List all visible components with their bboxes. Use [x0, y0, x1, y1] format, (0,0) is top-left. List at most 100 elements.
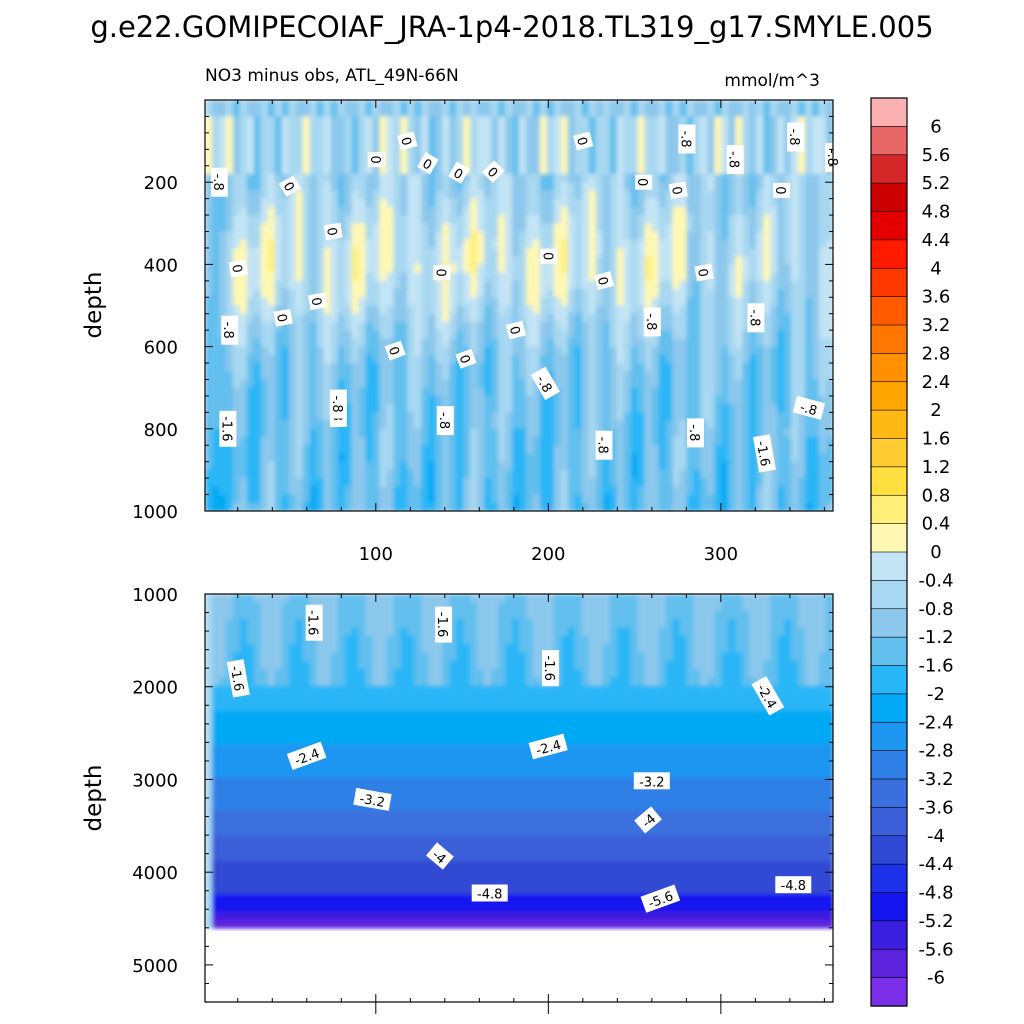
- upper-field-cell: [316, 346, 325, 356]
- upper-field-cell: [630, 387, 639, 397]
- upper-field-cell: [651, 165, 660, 175]
- upper-field-cell: [344, 420, 353, 430]
- upper-field-cell: [526, 206, 534, 216]
- upper-field-cell: [791, 445, 799, 455]
- lower-field-cell: [756, 610, 764, 620]
- upper-field-cell: [379, 100, 388, 109]
- upper-field-cell: [484, 363, 492, 372]
- upper-field-cell: [798, 297, 806, 307]
- upper-field-cell: [463, 379, 471, 389]
- upper-field-cell: [777, 428, 785, 438]
- upper-field-cell: [302, 215, 311, 224]
- lower-field-cell: [463, 594, 471, 603]
- upper-field-cell: [386, 231, 395, 241]
- upper-field-cell: [421, 223, 429, 233]
- upper-field-cell: [498, 379, 506, 389]
- upper-field-cell: [609, 149, 618, 159]
- upper-field-cell: [742, 412, 750, 422]
- upper-field-cell: [805, 354, 813, 364]
- upper-field-cell: [686, 502, 695, 511]
- upper-field-cell: [344, 124, 353, 134]
- upper-field-cell: [316, 256, 325, 266]
- upper-field-cell: [546, 395, 555, 405]
- upper-field-cell: [330, 428, 339, 438]
- upper-field-cell: [742, 124, 750, 134]
- upper-field-cell: [232, 305, 241, 315]
- upper-field-cell: [658, 305, 667, 315]
- upper-field-cell: [686, 280, 695, 290]
- upper-field-cell: [567, 248, 576, 257]
- upper-field-cell: [812, 428, 820, 438]
- upper-field-cell: [595, 149, 604, 159]
- upper-field-cell: [539, 182, 548, 192]
- upper-field-cell: [777, 149, 785, 159]
- upper-field-cell: [435, 494, 443, 504]
- upper-field-cell: [365, 190, 374, 200]
- upper-plot-frame: [204, 99, 834, 512]
- upper-field-cell: [637, 289, 646, 298]
- upper-field-cell: [728, 280, 736, 290]
- upper-field-cell: [463, 248, 471, 257]
- upper-field-cell: [407, 461, 416, 471]
- upper-field-cell: [512, 141, 520, 150]
- upper-field-cell: [512, 453, 520, 463]
- upper-field-cell: [546, 321, 555, 331]
- upper-field-cell: [700, 371, 709, 381]
- upper-field-cell: [393, 478, 402, 487]
- upper-field-cell: [316, 453, 325, 463]
- upper-field-cell: [539, 330, 548, 340]
- upper-field-cell: [470, 116, 478, 126]
- upper-field-cell: [658, 141, 667, 150]
- upper-field-cell: [302, 363, 311, 372]
- upper-field-cell: [533, 272, 541, 282]
- upper-field-cell: [470, 248, 478, 257]
- upper-field-cell: [477, 486, 485, 496]
- upper-field-cell: [477, 223, 485, 233]
- upper-field-cell: [791, 420, 799, 430]
- upper-field-cell: [533, 141, 541, 150]
- upper-field-cell: [777, 478, 785, 487]
- upper-field-cell: [616, 182, 625, 192]
- upper-field-cell: [728, 116, 736, 126]
- upper-field-cell: [512, 297, 520, 307]
- upper-field-cell: [281, 297, 290, 307]
- upper-field-cell: [274, 387, 283, 397]
- lower-field-cell: [205, 602, 213, 612]
- upper-field-cell: [791, 321, 799, 331]
- upper-field-cell: [337, 272, 346, 282]
- upper-field-cell: [414, 116, 422, 126]
- upper-field-cell: [484, 182, 492, 192]
- upper-field-cell: [463, 321, 471, 331]
- upper-field-cell: [498, 272, 506, 282]
- upper-field-cell: [533, 420, 541, 430]
- upper-field-cell: [428, 108, 436, 118]
- upper-field-cell: [749, 264, 757, 274]
- upper-field-cell: [707, 206, 716, 216]
- upper-field-cell: [609, 387, 618, 397]
- upper-field-cell: [735, 223, 743, 233]
- upper-field-cell: [826, 371, 833, 381]
- upper-field-cell: [232, 174, 241, 183]
- lower-field-cell: [379, 619, 388, 628]
- upper-field-cell: [526, 157, 534, 167]
- upper-field-cell: [721, 346, 730, 356]
- upper-field-cell: [421, 395, 429, 405]
- upper-field-cell: [351, 182, 360, 192]
- upper-field-cell: [267, 494, 276, 504]
- upper-field-cell: [344, 280, 353, 290]
- upper-field-cell: [749, 239, 757, 249]
- upper-field-cell: [770, 478, 778, 487]
- upper-field-cell: [553, 157, 562, 167]
- lower-field-cell: [400, 594, 409, 603]
- upper-field-cell: [581, 297, 590, 307]
- upper-field-cell: [463, 174, 471, 183]
- lower-field-cell: [393, 610, 402, 620]
- lower-field-cell: [323, 619, 332, 628]
- upper-field-cell: [574, 338, 583, 348]
- upper-field-cell: [630, 469, 639, 479]
- upper-field-cell: [665, 453, 674, 463]
- upper-field-cell: [288, 371, 297, 381]
- upper-field-cell: [260, 404, 269, 413]
- upper-field-cell: [819, 330, 827, 340]
- upper-field-cell: [505, 486, 513, 496]
